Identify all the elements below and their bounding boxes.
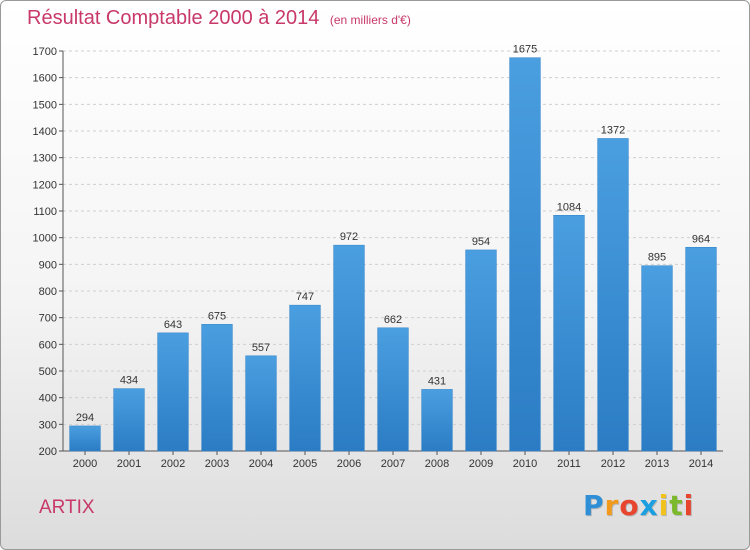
bar-value-label: 964 [692, 233, 710, 245]
bar-value-label: 662 [384, 314, 402, 326]
x-tick-label: 2004 [249, 458, 273, 470]
y-tick-label: 900 [39, 259, 57, 271]
bar [245, 355, 277, 452]
labels: 294 2000 434 2001 643 2002 675 2003 557 2004 747 20… [73, 44, 713, 470]
chart-title: Résultat Comptable 2000 à 2014 [27, 7, 320, 29]
brand-letter: t [669, 489, 684, 522]
bar-value-label: 294 [76, 412, 94, 424]
y-tick-label: 600 [39, 339, 57, 351]
bar-value-label: 431 [428, 375, 446, 387]
y-tick-label: 1200 [33, 179, 57, 191]
bar-value-label: 747 [296, 291, 314, 303]
y-tick-label: 300 [39, 419, 57, 431]
bar [685, 247, 717, 452]
y-tick-label: 1700 [33, 46, 57, 58]
location-label: ARTIX [39, 497, 95, 518]
x-tick-label: 2011 [557, 458, 581, 470]
y-tick-label: 1600 [33, 73, 57, 85]
bar-value-label: 675 [208, 310, 226, 322]
x-tick-label: 2005 [293, 458, 317, 470]
brand-letter: x [639, 489, 659, 522]
bar [157, 332, 189, 452]
brand-letter: i [683, 489, 695, 522]
brand-letter: o [619, 489, 640, 522]
bar [69, 425, 101, 452]
y-tick-label: 800 [39, 286, 57, 298]
x-tick-label: 2008 [425, 458, 449, 470]
x-tick-label: 2002 [161, 458, 185, 470]
y-tick-label: 400 [39, 393, 57, 405]
bar-value-label: 954 [472, 236, 490, 248]
title-line: Résultat Comptable 2000 à 2014 (en milli… [27, 7, 411, 30]
x-tick-label: 2013 [645, 458, 669, 470]
y-tick-label: 200 [39, 446, 57, 458]
bar-value-label: 895 [648, 252, 666, 264]
y-tick-label: 1400 [33, 126, 57, 138]
bar [113, 388, 145, 452]
bar [377, 327, 409, 452]
x-tick-label: 2006 [337, 458, 361, 470]
bar [597, 138, 629, 452]
y-tick-label: 1100 [33, 206, 57, 218]
bar-value-label: 434 [120, 375, 138, 387]
bar-value-label: 643 [164, 319, 182, 331]
x-tick-label: 2007 [381, 458, 405, 470]
chart-subtitle: (en milliers d'€) [329, 13, 411, 27]
bar-value-label: 972 [340, 231, 358, 243]
y-tick-label: 1300 [33, 153, 57, 165]
bar [465, 249, 497, 452]
y-tick-label: 500 [39, 366, 57, 378]
x-tick-label: 2012 [601, 458, 625, 470]
x-tick-label: 2014 [689, 458, 713, 470]
bar-value-label: 1084 [557, 201, 581, 213]
x-tick-label: 2010 [513, 458, 537, 470]
bar-value-label: 557 [252, 342, 270, 354]
bar [333, 244, 365, 452]
bar-value-label: 1675 [513, 44, 537, 56]
x-tick-label: 2001 [117, 458, 141, 470]
bar [289, 304, 321, 452]
x-tick-label: 2003 [205, 458, 229, 470]
brand-letter: r [604, 489, 620, 522]
x-tick-label: 2000 [73, 458, 97, 470]
y-tick-label: 1500 [33, 99, 57, 111]
bar [509, 57, 541, 452]
brand-letter: i [658, 489, 670, 522]
bar [641, 265, 673, 452]
y-tick-label: 1000 [33, 233, 57, 245]
brand-letter: P [583, 489, 605, 522]
bar [201, 324, 233, 452]
bar-value-label: 1372 [601, 124, 625, 136]
y-tick-label: 700 [39, 313, 57, 325]
bar [421, 389, 453, 452]
bar [553, 215, 585, 452]
brand-logo: Proxiti [583, 489, 694, 522]
bars [69, 57, 717, 452]
x-tick-label: 2009 [469, 458, 493, 470]
